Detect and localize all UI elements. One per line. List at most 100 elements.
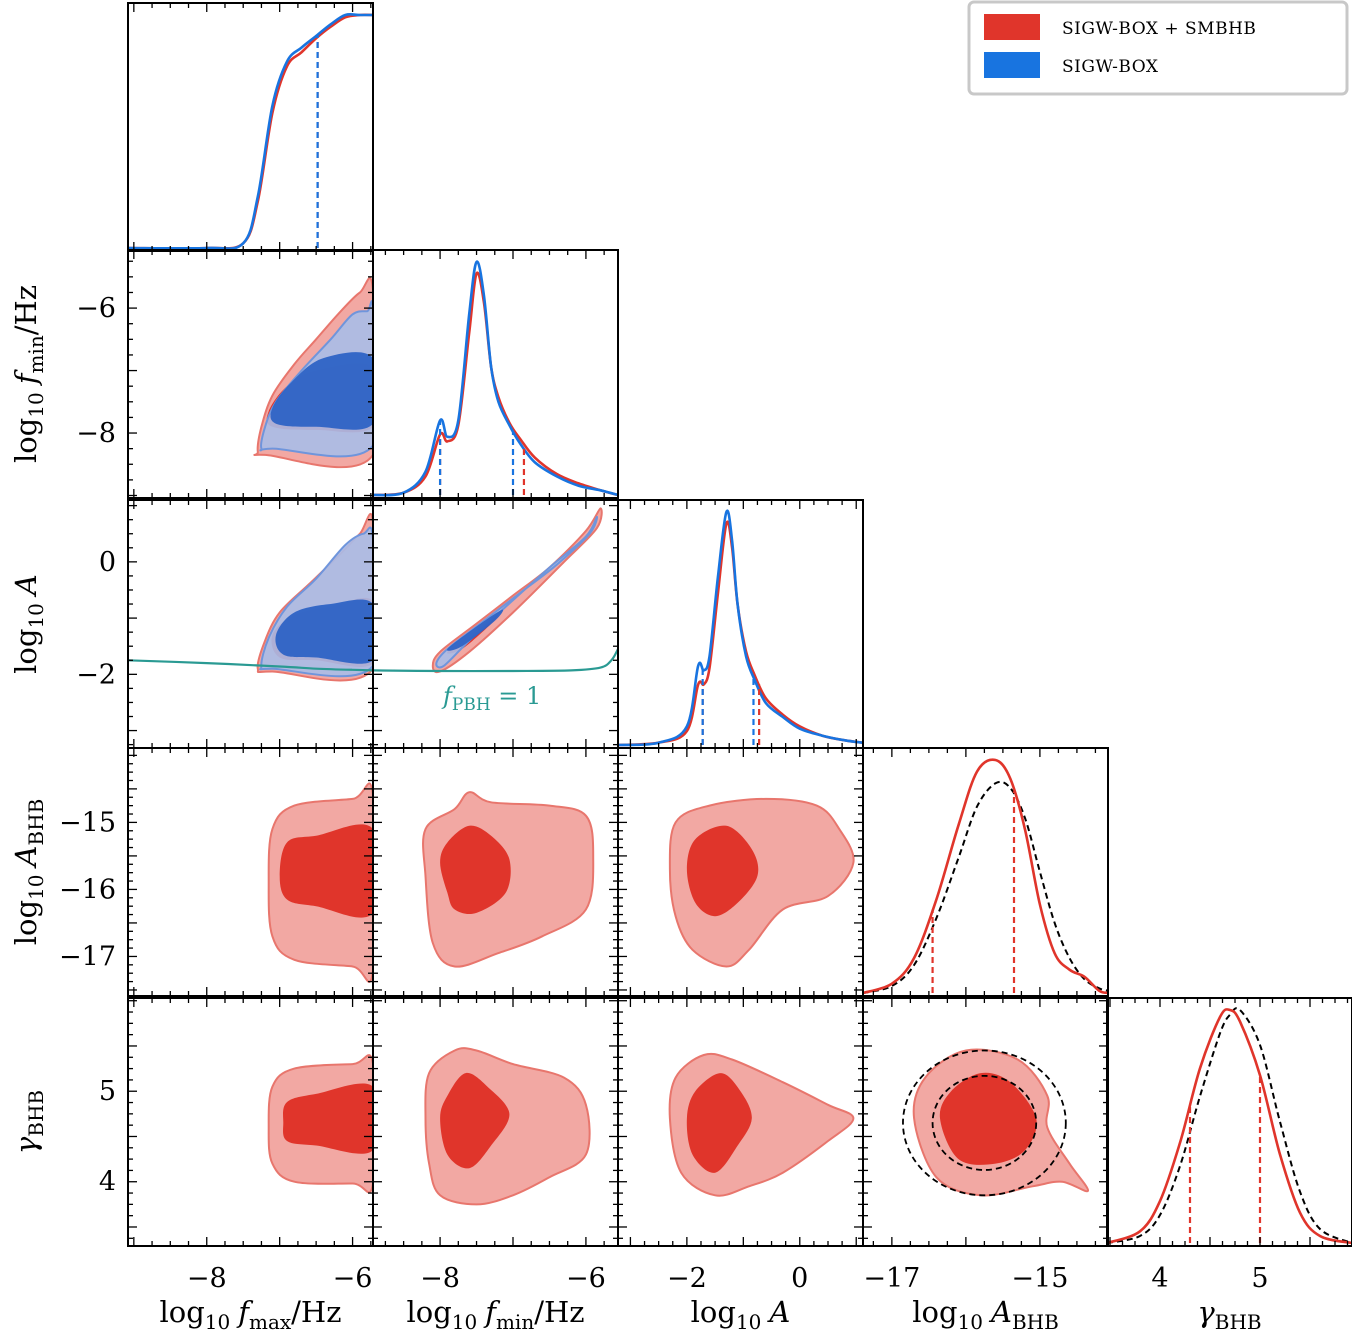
- label-log-sub: 10: [736, 1310, 761, 1332]
- legend-swatch: [984, 14, 1040, 40]
- y-tick-label: −15: [59, 807, 116, 838]
- label-unit: /Hz: [9, 285, 43, 335]
- label-log-sub: 10: [452, 1310, 477, 1332]
- y-tick-label: −16: [59, 874, 116, 905]
- marginal-log10_ABHB: [863, 758, 1108, 995]
- red-marginal-curve: [863, 758, 1108, 995]
- prior-contour-outer: [902, 1049, 1067, 1197]
- label-log: log: [9, 629, 43, 674]
- legend-box: [967, 0, 1349, 96]
- y-axis-label: log10fmin/Hz: [9, 285, 48, 463]
- x-tick-label: −15: [1011, 1263, 1068, 1294]
- panel-border: [127, 2, 374, 252]
- marginal-log10_A: [618, 509, 863, 747]
- label-log: log: [912, 1295, 957, 1329]
- y-tick-label: −6: [76, 293, 116, 324]
- x-tick-label: 4: [1151, 1263, 1168, 1294]
- x-tick-label: −2: [667, 1263, 707, 1294]
- y-tick-label: −2: [76, 659, 116, 690]
- contour-log10_A-vs-gamma_BHB: [668, 1052, 855, 1197]
- legend-swatch: [984, 52, 1040, 78]
- red-contour-inner: [939, 1072, 1037, 1165]
- marginal-log10_fmax: [128, 12, 373, 250]
- panel-frame: [372, 249, 619, 499]
- y-tick-label: 0: [99, 547, 116, 578]
- prior-contour-inner: [931, 1074, 1038, 1171]
- panel-border: [1106, 997, 1352, 1247]
- x-axis-label: log10 A: [691, 1295, 791, 1332]
- label-log-sub: 10: [24, 392, 48, 417]
- blue-marginal-curve: [373, 260, 618, 497]
- x-axis-label: log10 fmin/Hz: [406, 1295, 584, 1332]
- label-var-sub: BHB: [24, 1090, 48, 1137]
- x-axis-label: γBHB: [1197, 1295, 1261, 1332]
- label-var: A: [9, 846, 43, 870]
- legend-label: SIGW-BOX + SMBHB: [1062, 19, 1256, 39]
- red-contour-inner: [440, 1072, 510, 1169]
- panel-frame: [127, 2, 374, 252]
- red-contour-inner: [283, 1083, 373, 1154]
- label-var-sub: min: [24, 335, 48, 373]
- label-var: γ: [1197, 1295, 1215, 1329]
- legend-label: SIGW-BOX: [1062, 57, 1159, 77]
- blue-contour-inner: [446, 609, 504, 651]
- red-contour-inner: [440, 825, 511, 915]
- label-log: log: [691, 1295, 736, 1329]
- prior-curve: [863, 780, 1108, 994]
- red-contour-inner: [279, 824, 373, 918]
- x-tick-label: −8: [187, 1263, 227, 1294]
- blue-contour-inner: [275, 599, 373, 664]
- prior-curve: [1107, 1007, 1352, 1244]
- annotation-rest: = 1: [491, 682, 542, 710]
- fpbh-curve: [373, 648, 618, 673]
- x-axis-label: log10 fmax/Hz: [159, 1295, 341, 1332]
- legend: SIGW-BOX + SMBHB SIGW-BOX: [967, 0, 1349, 96]
- label-var: A: [988, 1295, 1012, 1329]
- contour-log10_fmax-vs-log10_ABHB: [267, 782, 373, 984]
- y-tick-label: −8: [76, 418, 116, 449]
- label-var-sub: min: [496, 1310, 534, 1332]
- label-log: log: [159, 1295, 204, 1329]
- red-contour-inner: [686, 1073, 752, 1173]
- panel-border: [862, 747, 1109, 997]
- label-log-sub: 10: [958, 1310, 983, 1332]
- fpbh-curve: [128, 659, 373, 672]
- red-contour-inner: [686, 825, 759, 917]
- label-var: γ: [9, 1136, 43, 1154]
- blue-marginal-curve: [128, 12, 373, 250]
- y-tick-label: 4: [99, 1167, 116, 1198]
- contour-log10_fmin-vs-log10_ABHB: [422, 791, 595, 968]
- x-tick-label: 0: [791, 1263, 808, 1294]
- x-tick-label: 5: [1251, 1263, 1268, 1294]
- contour-log10_fmin-vs-gamma_BHB: [424, 1047, 591, 1206]
- label-log: log: [9, 418, 43, 463]
- label-var-sub: max: [249, 1310, 292, 1332]
- y-axis-label: γBHB: [9, 1090, 48, 1154]
- contour-log10_fmax-vs-log10_fmin: [253, 277, 373, 469]
- label-var-sub: BHB: [1215, 1310, 1262, 1332]
- contour-log10_A-vs-log10_ABHB: [668, 797, 855, 968]
- x-tick-label: −17: [863, 1263, 920, 1294]
- fpbh-annotation: fPBH = 1: [441, 682, 541, 715]
- blue-contour-inner: [270, 352, 373, 430]
- y-tick-label: 5: [99, 1076, 116, 1107]
- y-axis-label: log10 ABHB: [9, 799, 48, 946]
- label-log: log: [406, 1295, 451, 1329]
- label-log-sub: 10: [24, 603, 48, 628]
- blue-marginal-curve: [618, 509, 863, 747]
- contour-log10_fmin-vs-log10_A: [373, 507, 618, 674]
- label-unit: /Hz: [534, 1295, 584, 1329]
- red-marginal-curve: [128, 13, 373, 250]
- label-log-sub: 10: [24, 875, 48, 900]
- y-tick-label: −17: [59, 941, 116, 972]
- label-var-sub: BHB: [1012, 1310, 1059, 1332]
- annotation-sub: PBH: [452, 695, 491, 715]
- contour-log10_fmax-vs-gamma_BHB: [267, 1054, 373, 1194]
- x-tick-label: −6: [333, 1263, 373, 1294]
- label-var: A: [9, 574, 43, 598]
- red-marginal-curve: [373, 271, 618, 497]
- contour-log10_ABHB-vs-gamma_BHB: [902, 1048, 1089, 1197]
- panel-frame: [1106, 997, 1352, 1247]
- red-marginal-curve: [1107, 1008, 1352, 1245]
